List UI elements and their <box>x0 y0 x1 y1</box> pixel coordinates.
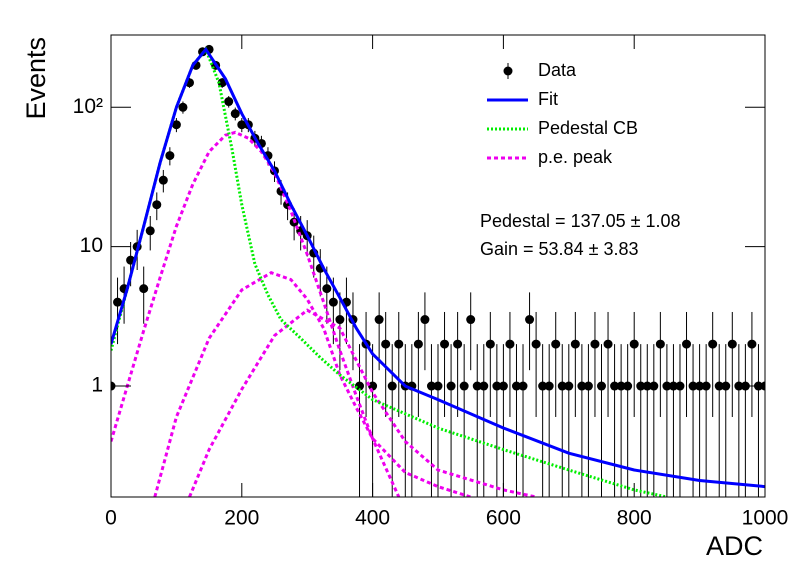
data-point <box>446 381 456 391</box>
frame <box>110 34 766 498</box>
data-point <box>636 381 646 391</box>
data-point <box>113 297 123 307</box>
plot-area <box>111 44 765 497</box>
legend-text: Fit <box>538 89 558 109</box>
data-point <box>642 381 652 391</box>
data-point <box>158 175 168 185</box>
x-tick-label: 600 <box>486 507 521 530</box>
data-point <box>538 381 548 391</box>
data-point <box>440 339 450 349</box>
y-tick-label: 10² <box>73 95 103 118</box>
fit-curve <box>111 46 765 489</box>
legend-text: p.e. peak <box>538 147 613 167</box>
data-point <box>590 339 600 349</box>
data-point <box>708 339 718 349</box>
data-point <box>328 297 338 307</box>
data-point <box>145 226 155 236</box>
data-point <box>734 381 744 391</box>
data-point <box>394 339 404 349</box>
data-point <box>237 120 247 130</box>
data-point <box>368 381 378 391</box>
data-point <box>531 339 541 349</box>
data-point <box>413 339 423 349</box>
data-point <box>466 315 476 325</box>
x-tick-label: 800 <box>617 507 652 530</box>
data-point <box>511 381 521 391</box>
data-point <box>727 339 737 349</box>
data-point <box>453 339 463 349</box>
y-tick-label: 10 <box>80 234 103 257</box>
data-point <box>387 381 397 391</box>
x-tick-label: 1000 <box>742 507 789 530</box>
data-point <box>557 381 567 391</box>
data-point <box>662 381 672 391</box>
data-point <box>668 381 678 391</box>
data-point <box>688 381 698 391</box>
data-point <box>374 315 384 325</box>
data-point <box>695 381 705 391</box>
x-axis-title: ADC <box>706 531 763 561</box>
annotation: Gain = 53.84 ± 3.83 <box>480 239 639 259</box>
data-point <box>178 102 188 112</box>
annotation: Pedestal = 137.05 ± 1.08 <box>480 211 681 231</box>
data-point <box>629 339 639 349</box>
data-point <box>492 381 502 391</box>
component-curve <box>111 130 401 497</box>
y-axis-title: Events <box>21 37 51 120</box>
data-point <box>603 339 613 349</box>
data-point <box>551 339 561 349</box>
data-point <box>721 381 731 391</box>
y-tick-label: 1 <box>91 374 103 397</box>
data-point <box>564 381 574 391</box>
data-point <box>682 339 692 349</box>
x-tick-label: 0 <box>105 507 117 530</box>
x-tick-label: 200 <box>224 507 259 530</box>
data-point <box>623 381 633 391</box>
data-point <box>230 109 240 119</box>
legend-marker <box>503 66 513 76</box>
data-point <box>472 381 482 391</box>
data-point <box>649 381 659 391</box>
data-point <box>152 200 162 210</box>
data-point <box>459 381 469 391</box>
data-point <box>701 381 711 391</box>
data-point <box>381 339 391 349</box>
data-point <box>518 381 528 391</box>
data-point <box>171 120 181 130</box>
data-point <box>335 315 345 325</box>
legend-text: Data <box>538 60 577 80</box>
data-point <box>577 381 587 391</box>
data-point <box>655 339 665 349</box>
data-point <box>479 381 489 391</box>
legend-text: Pedestal CB <box>538 118 638 138</box>
data-point <box>139 284 149 294</box>
data-point <box>747 339 757 349</box>
data-point <box>426 381 436 391</box>
data-point <box>485 339 495 349</box>
data-point <box>420 315 430 325</box>
data-point <box>355 381 365 391</box>
data-point <box>224 97 234 107</box>
data-point <box>322 284 332 294</box>
data-point <box>597 381 606 391</box>
data-point <box>616 381 626 391</box>
data-point <box>165 151 175 161</box>
data-point <box>610 381 620 391</box>
data-point <box>433 381 443 391</box>
component-curve <box>188 308 537 497</box>
data-point <box>544 381 554 391</box>
data-point <box>583 381 593 391</box>
data-point <box>570 339 580 349</box>
data-point <box>217 78 227 88</box>
data-point <box>498 381 508 391</box>
data-point <box>505 339 515 349</box>
x-tick-label: 400 <box>355 507 390 530</box>
data-point <box>675 381 685 391</box>
data-point <box>525 315 535 325</box>
data-point <box>714 381 724 391</box>
